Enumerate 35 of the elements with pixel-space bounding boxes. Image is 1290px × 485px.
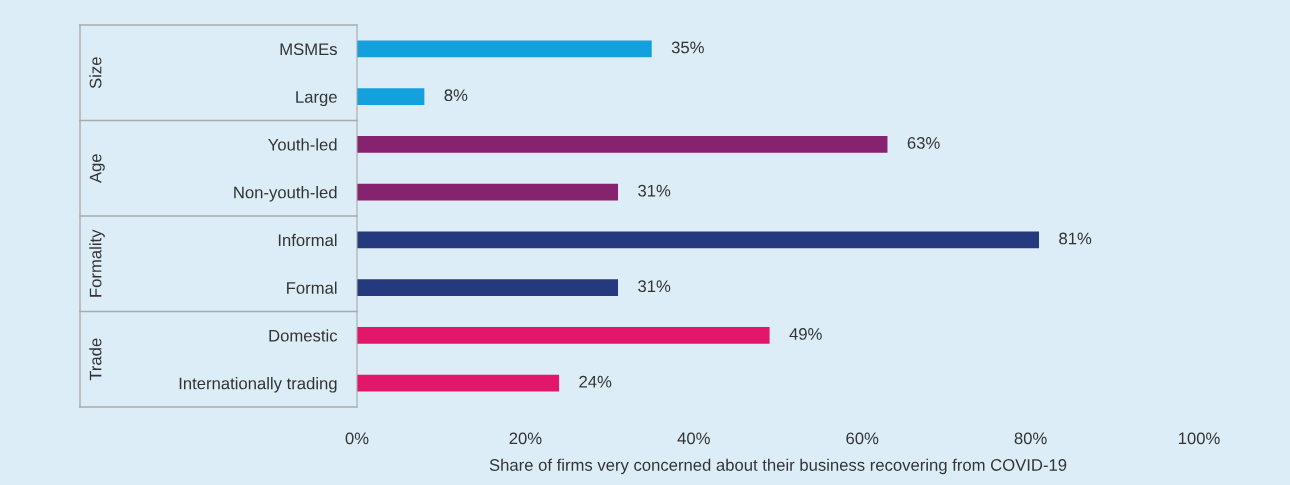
- y-tick-label: Informal: [278, 233, 337, 247]
- data-label: 8%: [444, 89, 468, 102]
- bar: [357, 327, 770, 344]
- data-label: 49%: [789, 328, 822, 340]
- x-tick-label: 80%: [1014, 432, 1047, 445]
- y-tick-label: Non-youth-led: [234, 186, 337, 202]
- data-label: 35%: [671, 41, 704, 54]
- text: Trade: [89, 338, 102, 381]
- bar: [357, 88, 425, 105]
- data-label: 31%: [638, 280, 671, 293]
- text: Formality: [89, 229, 105, 297]
- y-tick-label: Large: [296, 91, 337, 107]
- x-tick-label: 100%: [1178, 432, 1220, 445]
- y-tick-label: Internationally trading: [179, 377, 337, 393]
- bar: [357, 279, 619, 296]
- x-tick-label: 0%: [345, 432, 369, 445]
- text: Size: [89, 57, 102, 89]
- bar: [357, 231, 1040, 249]
- x-tick-label: 20%: [509, 432, 542, 445]
- y-tick-label: MSMEs: [280, 43, 337, 56]
- bar: [357, 136, 888, 153]
- data-label: 31%: [638, 184, 671, 197]
- text: Age: [89, 154, 105, 184]
- y-tick-label: Youth-led: [268, 138, 337, 151]
- y-tick-label: Formal: [287, 281, 337, 294]
- bar: [357, 40, 652, 58]
- data-label: 24%: [579, 375, 612, 388]
- data-label: 63%: [907, 137, 940, 149]
- y-tick-label: Domestic: [269, 329, 338, 342]
- x-tick-label: 40%: [677, 432, 710, 445]
- x-axis-title: Share of firms very concerned about their business recovering from COVID-19: [489, 458, 1067, 475]
- bar: [357, 374, 560, 392]
- x-tick-label: 60%: [846, 432, 879, 445]
- bar: [357, 183, 619, 201]
- data-label: 81%: [1059, 232, 1092, 245]
